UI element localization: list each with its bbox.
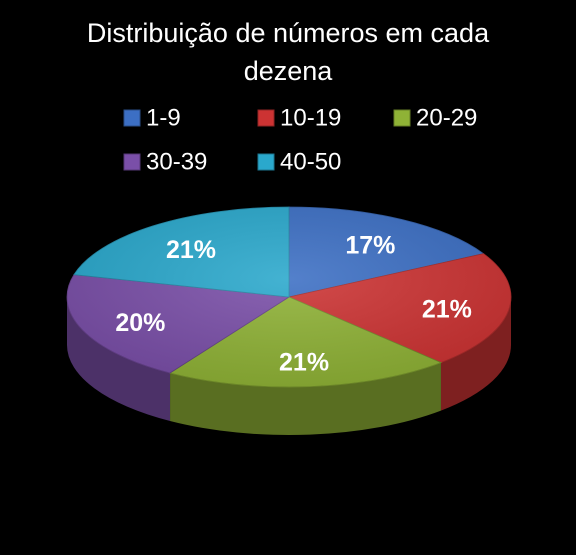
legend-label: 10-19 [280,104,341,131]
data-label: 17% [345,231,395,259]
data-label: 20% [115,309,165,337]
legend-swatch [123,109,141,127]
legend-swatch [257,109,275,127]
data-label: 21% [422,295,472,323]
pie-slice-side [440,297,511,411]
legend-swatch [123,153,141,171]
legend-item: 20-29 [393,104,477,131]
data-label: 21% [279,348,329,376]
chart-title-line-1: Distribuição de números em cada [87,18,490,48]
pie-top-shading [67,207,511,387]
legend-item: 10-19 [257,104,341,131]
pie-slice-side [67,297,171,421]
legend-swatch [393,109,411,127]
legend-item: 30-39 [123,148,207,175]
legend-item: 40-50 [257,148,341,175]
pie-data-labels: 17% 21% 21% 20% 21% [115,231,472,376]
legend-label: 40-50 [280,148,341,175]
pie-slices [66,206,512,388]
data-label: 21% [166,236,216,264]
legend-label: 1-9 [146,104,181,131]
chart-title-line-2: dezena [244,56,334,86]
chart-title: Distribuição de números em cada dezena [87,18,490,86]
legend-label: 20-29 [416,104,477,131]
chart-legend: 1-9 10-19 20-29 30-39 40-50 [123,104,477,175]
legend-label: 30-39 [146,148,207,175]
legend-swatch [257,153,275,171]
legend-item: 1-9 [123,104,181,131]
